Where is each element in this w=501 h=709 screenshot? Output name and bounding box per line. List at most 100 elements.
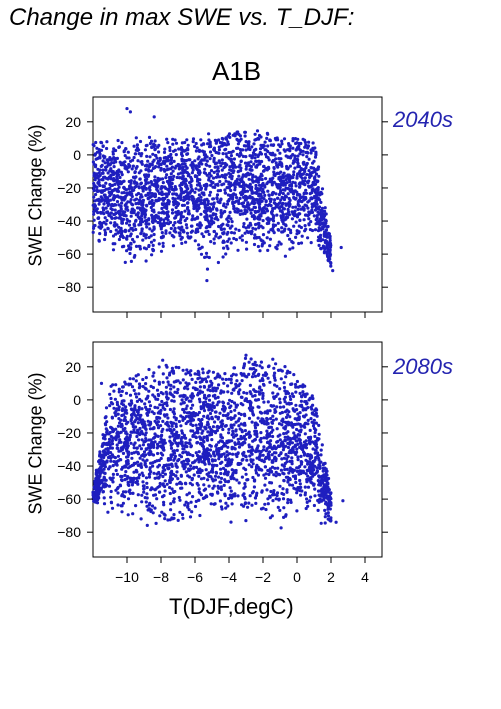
scatter-point bbox=[238, 196, 242, 200]
scatter-point bbox=[172, 458, 176, 462]
scatter-point bbox=[144, 222, 148, 226]
scatter-point bbox=[148, 227, 152, 231]
scatter-point bbox=[188, 475, 192, 479]
scatter-point bbox=[307, 173, 311, 177]
scatter-point bbox=[282, 137, 287, 141]
scatter-point bbox=[117, 225, 121, 229]
scatter-point bbox=[202, 440, 206, 444]
scatter-point bbox=[150, 198, 154, 203]
scatter-point bbox=[115, 400, 119, 404]
scatter-point bbox=[228, 168, 232, 172]
scatter-point bbox=[203, 202, 207, 206]
scatter-point bbox=[290, 392, 294, 396]
scatter-point bbox=[244, 148, 248, 152]
scatter-point bbox=[136, 428, 140, 432]
scatter-point bbox=[197, 487, 201, 491]
scatter-point bbox=[229, 217, 233, 221]
scatter-point bbox=[181, 401, 186, 405]
scatter-point bbox=[141, 474, 145, 478]
scatter-point bbox=[168, 148, 172, 153]
scatter-point bbox=[208, 448, 213, 452]
scatter-point bbox=[193, 174, 197, 178]
scatter-point bbox=[210, 467, 215, 471]
scatter-point bbox=[235, 130, 239, 134]
scatter-point bbox=[216, 183, 220, 187]
scatter-point bbox=[257, 386, 262, 390]
scatter-point bbox=[297, 164, 302, 169]
scatter-point bbox=[168, 485, 172, 490]
scatter-point bbox=[198, 513, 202, 518]
scatter-point bbox=[314, 456, 318, 460]
scatter-point bbox=[227, 171, 231, 175]
scatter-point bbox=[170, 478, 174, 482]
scatter-point bbox=[101, 168, 105, 172]
scatter-point bbox=[237, 139, 241, 143]
scatter-point bbox=[253, 496, 258, 500]
scatter-point bbox=[173, 437, 177, 441]
scatter-point bbox=[252, 162, 256, 166]
scatter-point bbox=[281, 188, 285, 192]
scatter-point bbox=[183, 182, 188, 186]
scenario-label: A1B bbox=[212, 56, 262, 86]
scatter-point bbox=[232, 204, 236, 208]
scatter-point bbox=[284, 202, 288, 206]
scatter-point bbox=[240, 503, 244, 507]
scatter-point bbox=[132, 428, 136, 432]
scatter-point bbox=[288, 440, 292, 444]
scatter-point bbox=[268, 197, 272, 201]
scatter-point bbox=[106, 510, 110, 514]
scatter-point bbox=[120, 389, 124, 393]
scatter-point bbox=[249, 165, 253, 169]
scatter-point bbox=[190, 171, 194, 175]
scatter-point bbox=[144, 387, 148, 391]
scatter-point bbox=[208, 207, 212, 211]
scatter-point bbox=[287, 177, 291, 181]
scatter-point bbox=[220, 158, 224, 162]
scatter-point bbox=[328, 245, 332, 249]
scatter-point bbox=[134, 202, 138, 206]
scatter-point bbox=[177, 167, 181, 171]
scatter-point bbox=[260, 490, 264, 494]
scatter-point bbox=[285, 166, 289, 170]
scatter-point bbox=[123, 418, 128, 422]
scatter-point bbox=[134, 213, 138, 217]
scatter-point bbox=[308, 396, 312, 400]
scatter-point bbox=[149, 508, 153, 512]
scatter-point bbox=[273, 466, 277, 470]
scatter-point bbox=[280, 423, 284, 427]
scatter-point bbox=[162, 211, 167, 215]
scatter-point bbox=[229, 410, 233, 414]
scatter-point bbox=[235, 179, 239, 183]
scatter-point bbox=[158, 473, 162, 477]
scatter-point bbox=[262, 169, 266, 173]
scatter-point bbox=[104, 168, 108, 172]
scatter-point bbox=[320, 476, 324, 480]
scatter-point bbox=[177, 147, 181, 151]
scatter-point bbox=[301, 205, 305, 209]
scatter-point bbox=[155, 156, 159, 160]
scatter-point bbox=[278, 401, 282, 405]
scatter-point bbox=[307, 169, 311, 173]
scatter-point bbox=[293, 189, 297, 193]
scatter-point bbox=[325, 477, 329, 481]
scatter-point bbox=[178, 510, 182, 514]
scatter-point bbox=[221, 161, 225, 165]
scatter-point bbox=[180, 398, 184, 402]
scatter-point bbox=[170, 469, 174, 473]
scatter-point bbox=[185, 368, 189, 372]
scatter-point bbox=[153, 194, 157, 198]
scatter-point bbox=[292, 159, 296, 163]
scatter-point bbox=[109, 425, 113, 429]
scatter-point bbox=[258, 197, 262, 201]
scatter-point bbox=[222, 210, 227, 214]
scatter-point bbox=[220, 460, 224, 464]
scatter-point bbox=[232, 401, 237, 405]
scatter-point bbox=[92, 181, 96, 186]
scatter-point bbox=[142, 487, 146, 491]
scatter-point bbox=[210, 405, 214, 409]
scatter-point bbox=[143, 164, 147, 168]
scatter-point bbox=[307, 211, 311, 215]
scatter-point bbox=[253, 138, 257, 142]
scatter-point bbox=[307, 140, 311, 144]
scatter-point bbox=[99, 211, 103, 215]
